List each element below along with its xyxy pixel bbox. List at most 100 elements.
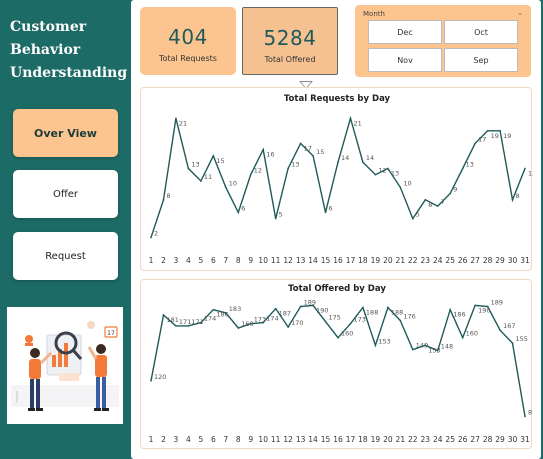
offered-x-tick-label: 16 xyxy=(333,435,343,444)
requests-point[interactable] xyxy=(486,130,489,132)
offered-data-label: 188 xyxy=(391,309,403,317)
offered-point[interactable] xyxy=(212,308,215,311)
offered-point[interactable] xyxy=(225,312,227,314)
requests-point[interactable] xyxy=(387,167,389,170)
offered-point[interactable] xyxy=(150,380,152,382)
offered-point[interactable] xyxy=(237,327,240,329)
nav-offer-button[interactable]: Offer xyxy=(13,170,118,218)
requests-point[interactable] xyxy=(187,167,190,170)
requests-point[interactable] xyxy=(150,236,152,239)
requests-point[interactable] xyxy=(362,161,364,163)
offered-point[interactable] xyxy=(424,344,427,347)
requests-point[interactable] xyxy=(162,199,165,201)
offered-data-label: 188 xyxy=(366,309,378,317)
requests-x-tick-label: 11 xyxy=(271,256,281,265)
requests-point[interactable] xyxy=(237,211,240,214)
kpi-total-requests-label: Total Requests xyxy=(159,54,217,63)
chevron-down-icon[interactable]: ⌄ xyxy=(517,9,523,17)
requests-point[interactable] xyxy=(337,161,339,163)
nav-request-button[interactable]: Request xyxy=(13,232,118,280)
nav-overview-label: Over View xyxy=(34,126,97,140)
requests-x-tick-label: 26 xyxy=(458,256,468,265)
offered-point[interactable] xyxy=(287,326,289,328)
requests-point[interactable] xyxy=(274,217,277,220)
offered-point[interactable] xyxy=(436,349,439,352)
offered-point[interactable] xyxy=(324,320,327,323)
month-option-dec[interactable]: Dec xyxy=(368,20,442,44)
requests-point[interactable] xyxy=(225,186,227,189)
requests-point[interactable] xyxy=(175,117,177,120)
requests-point[interactable] xyxy=(412,217,414,220)
requests-point[interactable] xyxy=(312,155,314,157)
month-option-dec-label: Dec xyxy=(397,27,413,37)
offered-point[interactable] xyxy=(249,322,252,325)
requests-point[interactable] xyxy=(287,167,289,170)
requests-point[interactable] xyxy=(461,167,464,170)
offered-point[interactable] xyxy=(399,319,402,322)
offered-by-day-chart[interactable]: Total Offered by Day 120 1 181 2 171 3 171 4 174… xyxy=(140,279,533,449)
requests-point[interactable] xyxy=(474,142,476,145)
offered-point[interactable] xyxy=(461,336,464,339)
offered-point[interactable] xyxy=(449,308,452,311)
requests-by-day-chart[interactable]: Total Requests by Day 2 1 8 2 21 3 13 4 11 5 15 6 10… xyxy=(140,87,533,271)
requests-point[interactable] xyxy=(524,167,526,170)
offered-point[interactable] xyxy=(374,344,377,347)
offered-point[interactable] xyxy=(524,415,526,418)
offered-point[interactable] xyxy=(337,336,339,339)
requests-point[interactable] xyxy=(324,211,327,214)
requests-point[interactable] xyxy=(449,192,452,195)
offered-data-label: 190 xyxy=(478,306,490,314)
offered-data-label: 167 xyxy=(503,322,515,330)
kpi-total-offered-card[interactable]: 5284 Total Offered xyxy=(242,7,338,75)
offered-point[interactable] xyxy=(274,307,277,310)
offered-point[interactable] xyxy=(200,321,202,324)
offered-point[interactable] xyxy=(349,322,352,325)
offered-x-tick-label: 23 xyxy=(420,435,430,444)
requests-point[interactable] xyxy=(511,199,514,201)
offered-point[interactable] xyxy=(474,304,476,307)
requests-data-label: 8 xyxy=(516,192,520,200)
offered-point[interactable] xyxy=(412,348,414,351)
requests-data-label: 13 xyxy=(528,169,533,177)
requests-point[interactable] xyxy=(212,155,215,157)
offered-point[interactable] xyxy=(511,342,514,344)
requests-point[interactable] xyxy=(374,173,377,176)
offered-point[interactable] xyxy=(299,305,302,308)
offered-point[interactable] xyxy=(262,321,264,324)
requests-point[interactable] xyxy=(249,173,252,176)
offered-point[interactable] xyxy=(362,306,364,309)
requests-point[interactable] xyxy=(299,142,302,145)
requests-point[interactable] xyxy=(436,205,439,207)
nav-overview-button[interactable]: Over View xyxy=(13,109,118,157)
svg-text:17: 17 xyxy=(107,330,115,337)
offered-point[interactable] xyxy=(312,304,314,307)
offered-point[interactable] xyxy=(387,306,389,309)
offered-point[interactable] xyxy=(187,325,190,327)
month-option-sep[interactable]: Sep xyxy=(444,48,518,72)
offered-point[interactable] xyxy=(486,305,489,308)
offered-data-label: 160 xyxy=(466,330,478,338)
requests-point[interactable] xyxy=(200,180,202,182)
requests-x-tick-label: 1 xyxy=(149,256,154,265)
requests-x-tick-label: 18 xyxy=(358,256,368,265)
requests-data-label: 15 xyxy=(216,157,224,165)
requests-x-tick-label: 23 xyxy=(420,256,430,265)
requests-x-tick-label: 24 xyxy=(433,256,443,265)
requests-data-label: 8 xyxy=(166,192,170,200)
offered-point[interactable] xyxy=(499,329,501,331)
month-option-oct[interactable]: Oct xyxy=(444,20,518,44)
offered-point[interactable] xyxy=(162,314,165,316)
requests-point[interactable] xyxy=(424,199,427,201)
offered-point[interactable] xyxy=(175,325,177,327)
requests-point[interactable] xyxy=(349,117,352,120)
requests-point[interactable] xyxy=(499,130,501,132)
kpi-total-requests-card[interactable]: 404 Total Requests xyxy=(140,7,236,75)
requests-x-tick-label: 19 xyxy=(371,256,381,265)
month-option-nov[interactable]: Nov xyxy=(368,48,442,72)
requests-x-tick-label: 16 xyxy=(333,256,343,265)
selection-caret-icon xyxy=(299,81,313,89)
offered-x-tick-label: 10 xyxy=(258,435,268,444)
requests-point[interactable] xyxy=(262,148,264,151)
requests-point[interactable] xyxy=(399,186,402,189)
offered-data-label: 186 xyxy=(453,311,465,319)
